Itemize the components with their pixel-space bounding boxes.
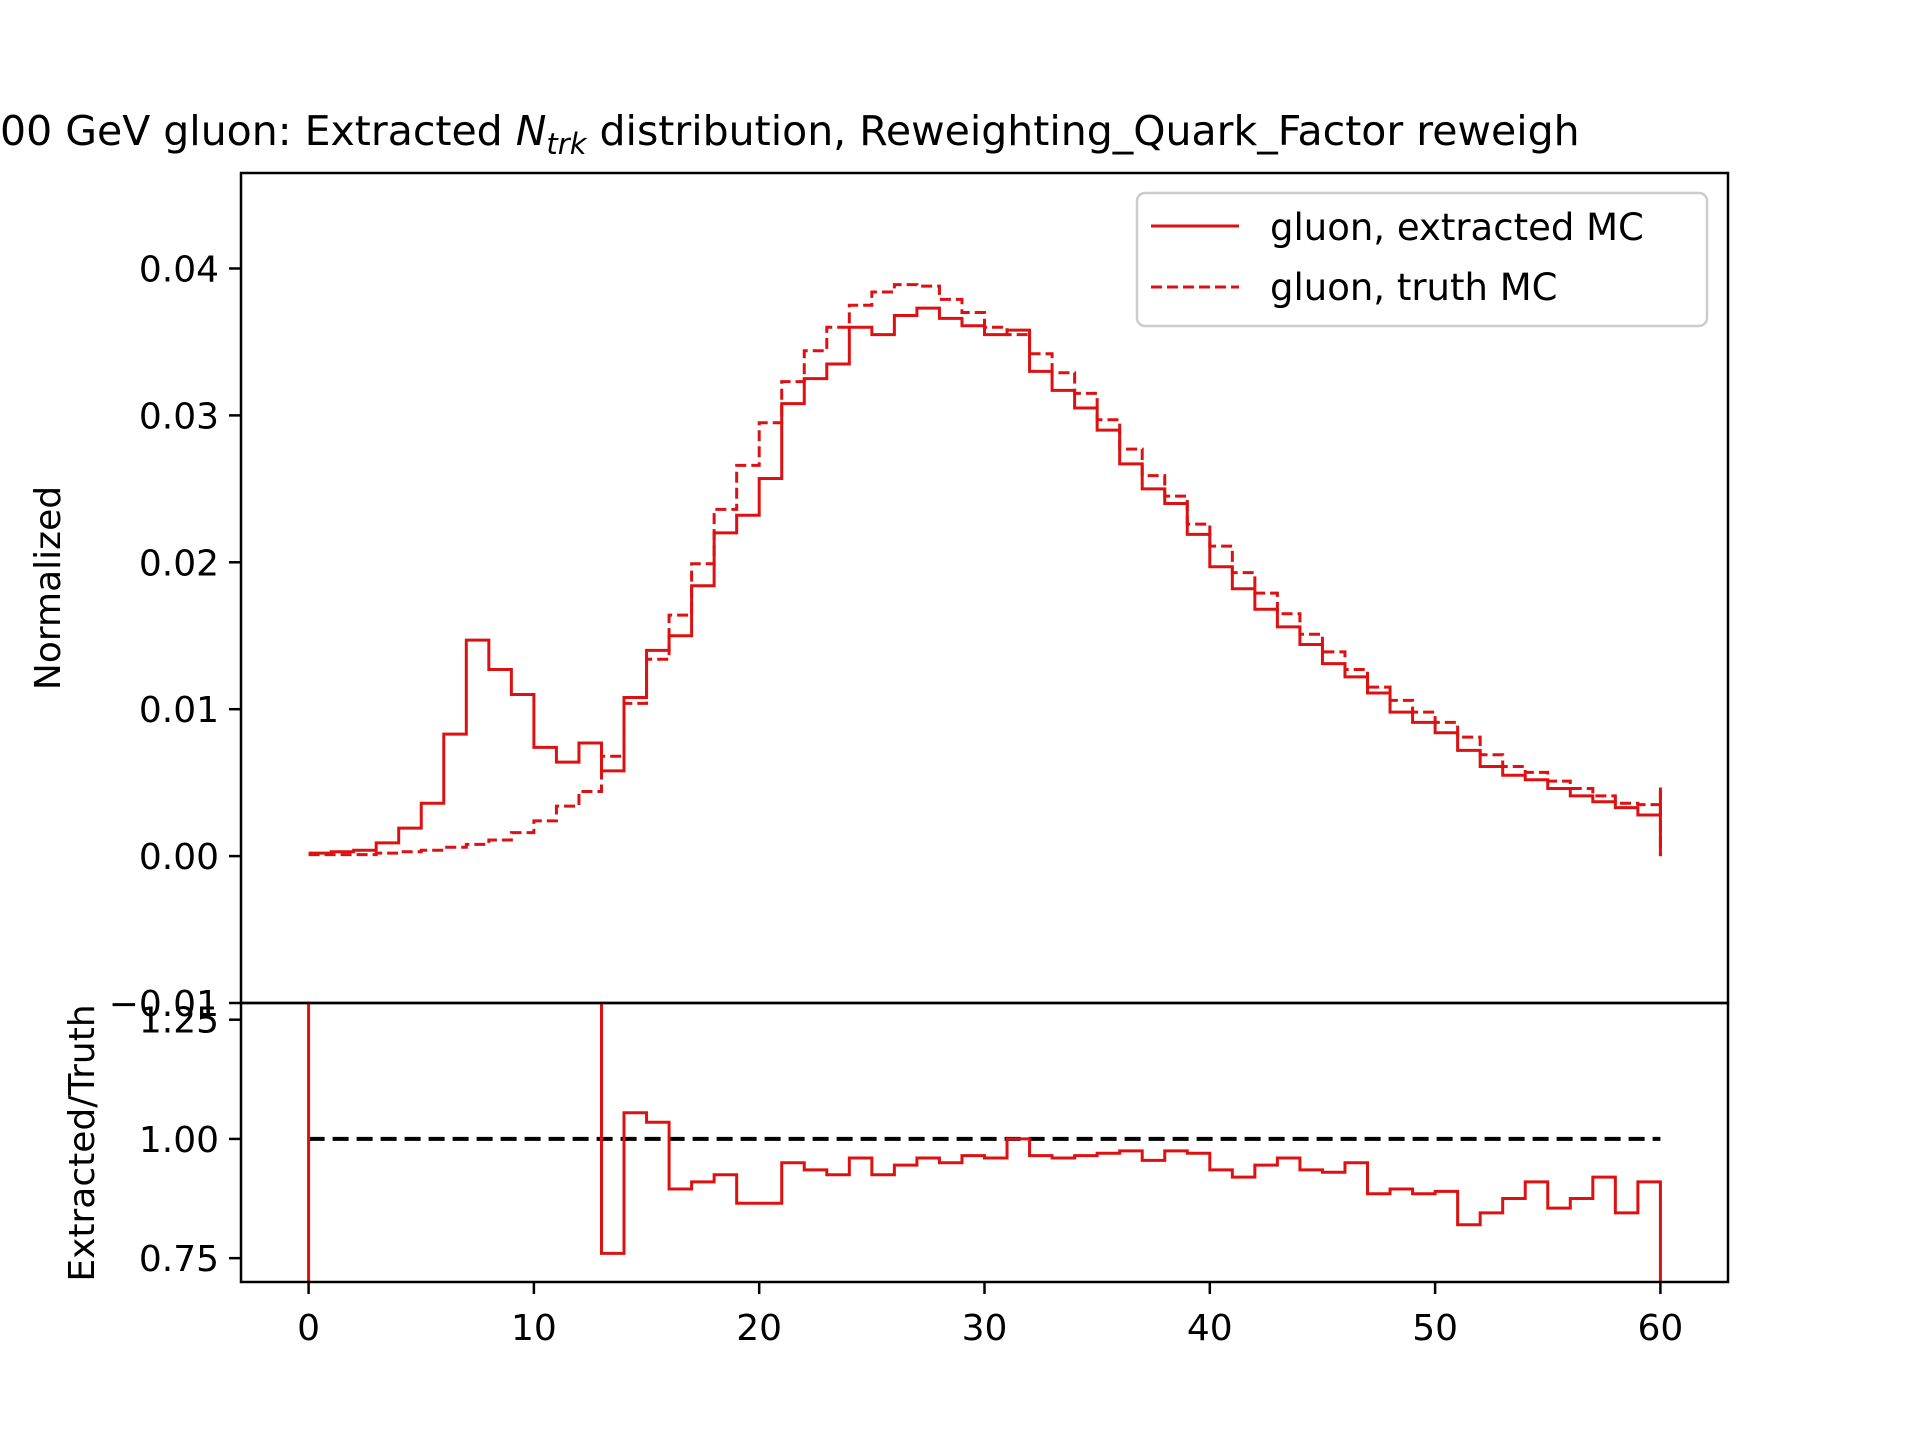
main-y-tick-label: 0.04 bbox=[139, 249, 219, 290]
chart-title: 00 GeV gluon: Extracted Ntrk distributio… bbox=[0, 107, 1580, 161]
main-y-tick-label: 0.01 bbox=[139, 690, 219, 731]
main-y-tick-label: −0.01 bbox=[109, 984, 219, 1025]
ratio-panel: 0.75 1.00 1.25 0 10 20 30 40 50 60 Extracted/Tru… bbox=[62, 1001, 1730, 1349]
title-prefix: 00 GeV gluon: Extracted bbox=[0, 107, 516, 155]
ratio-y-axis-label: Extracted/Truth bbox=[62, 1004, 103, 1281]
ratio-y-tick-label: 0.75 bbox=[139, 1239, 219, 1280]
legend-box bbox=[1135, 191, 1709, 328]
x-tick-label: 50 bbox=[1412, 1308, 1458, 1349]
main-y-tick-label: 0.00 bbox=[139, 837, 219, 878]
main-series bbox=[308, 283, 1662, 857]
main-panel: −0.01 0.00 0.01 0.02 0.03 0.04 Normalized glu… bbox=[28, 171, 1730, 1025]
title-suffix: distribution, Reweighting_Quark_Factor r… bbox=[587, 107, 1580, 155]
x-tick-label: 60 bbox=[1638, 1308, 1684, 1349]
series-truth-line bbox=[308, 283, 1662, 857]
main-y-axis-label: Normalized bbox=[28, 486, 69, 690]
ratio-y-tick-label: 1.00 bbox=[139, 1120, 219, 1161]
title-subscript: trk bbox=[546, 127, 587, 161]
ratio-y-tick-label: 1.25 bbox=[139, 1001, 219, 1042]
x-tick-label: 0 bbox=[297, 1308, 320, 1349]
legend: gluon, extracted MC gluon, truth MC bbox=[1135, 191, 1709, 328]
main-y-tick-label: 0.03 bbox=[139, 396, 219, 437]
legend-label-truth: gluon, truth MC bbox=[1270, 266, 1557, 309]
x-tick-label: 10 bbox=[511, 1308, 557, 1349]
x-tick-label: 40 bbox=[1187, 1308, 1233, 1349]
x-tick-label: 20 bbox=[736, 1308, 782, 1349]
main-y-tick-label: 0.02 bbox=[139, 543, 219, 584]
legend-label-extracted: gluon, extracted MC bbox=[1270, 206, 1644, 249]
x-tick-label: 30 bbox=[962, 1308, 1008, 1349]
ratio-axes-frame bbox=[239, 1001, 1730, 1284]
ratio-series-line bbox=[307, 1003, 1662, 1282]
series-extracted-line bbox=[308, 306, 1662, 857]
main-y-ticks: −0.01 0.00 0.01 0.02 0.03 0.04 bbox=[109, 249, 241, 1025]
ratio-series bbox=[307, 1003, 1662, 1282]
ratio-y-ticks: 0.75 1.00 1.25 bbox=[139, 1001, 241, 1280]
title-symbol: N bbox=[516, 107, 547, 155]
ratio-x-ticks: 0 10 20 30 40 50 60 bbox=[297, 1282, 1683, 1349]
